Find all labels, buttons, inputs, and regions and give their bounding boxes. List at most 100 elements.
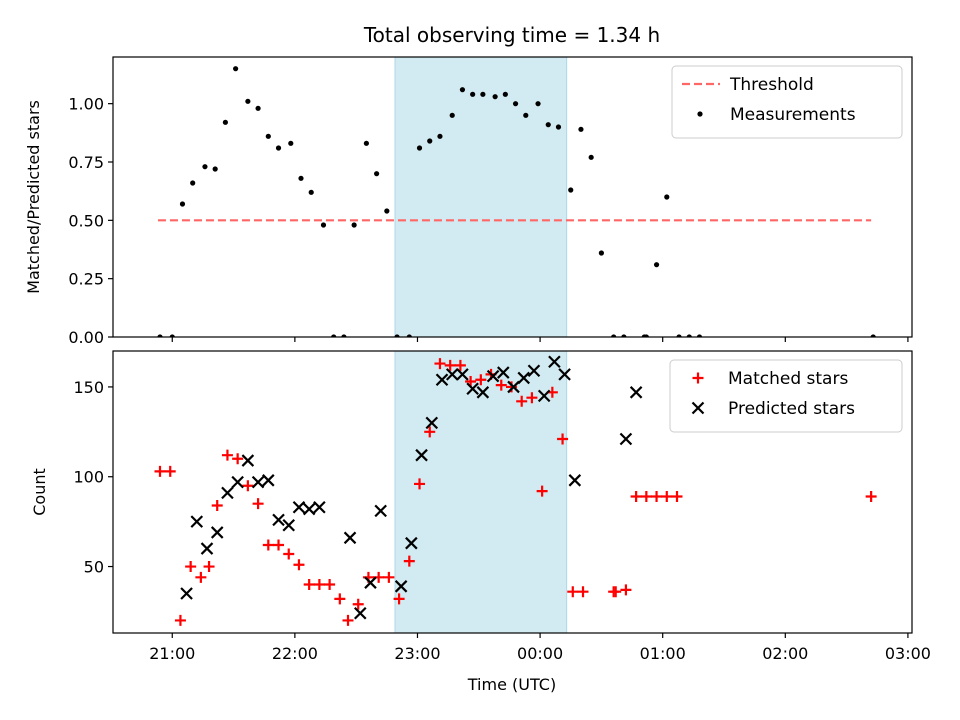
data-point [578,126,584,132]
data-point [185,561,197,573]
data-point [537,389,551,403]
data-point [275,145,282,151]
data-point [272,513,285,527]
legend-label: Measurements [730,105,856,125]
data-point [507,380,520,394]
legend-box [671,65,903,139]
data-point [567,586,579,598]
data-point [164,465,176,477]
series-measurements [157,66,876,337]
x-tick-label: 01:00 [640,644,686,663]
data-point [456,368,469,381]
ratio-panel: 0.00 0.25 0.50 0.75 1.00 Matched/Predicted st… [24,56,913,347]
data-point [557,433,569,445]
data-point [505,381,517,393]
data-point [425,416,439,430]
data-point [454,359,466,371]
y-tick-label: 0.00 [68,328,104,347]
chart-title: Total observing time = 1.34 h [363,23,660,47]
data-point [449,112,455,118]
axes-frame-1 [112,350,913,634]
data-point [629,386,643,399]
axes-frame-0 [112,56,913,338]
data-point [621,334,627,337]
data-point [221,449,233,461]
data-point [154,465,166,477]
data-point [394,334,400,337]
data-point [651,490,663,502]
data-point [640,490,652,502]
data-point [523,112,529,118]
data-point [495,379,507,391]
data-point [252,498,264,510]
data-point [444,359,456,371]
y-axis-label: Matched/Predicted stars [24,100,43,294]
data-point [424,426,436,438]
data-point [435,373,449,387]
data-point [352,598,364,610]
plot-area-1 [154,355,877,626]
count-panel: 50 100 150 21:00 22:00 23:00 00:00 01:00 02:00 03… [30,350,931,663]
data-point [516,395,528,407]
data-point [405,536,418,550]
y-axis-label: Count [30,468,49,516]
data-point [180,587,193,600]
y-tick-label: 0.75 [68,153,104,172]
x-tick-label: 00:00 [517,644,563,663]
data-point [620,584,632,596]
data-point [459,87,466,93]
data-point [643,334,649,337]
data-point [251,475,265,489]
data-point [403,555,415,567]
legend-1: Matched stars Predicted stars [669,359,903,433]
data-point [535,101,541,107]
data-point [653,262,660,268]
data-point [676,334,682,337]
x-tick-label: 23:00 [394,644,440,663]
data-point [383,571,395,583]
data-point [394,580,408,593]
data-point [308,189,314,195]
data-point [588,154,594,160]
data-point [577,586,589,598]
data-point [870,334,876,337]
data-point [416,145,423,151]
data-point [548,355,561,369]
data-point [190,180,196,186]
data-point [203,561,215,573]
data-point [598,250,604,256]
data-point [179,201,186,207]
data-point [555,124,562,130]
observing-span-0 [394,56,568,338]
legend-label: Threshold [729,75,814,95]
data-point [414,478,426,490]
y-tick-label: 50 [84,558,104,577]
data-point [374,504,387,518]
data-point [374,171,380,177]
data-point [545,122,551,128]
data-point [353,606,367,620]
data-point [331,334,337,337]
data-point [283,548,295,560]
data-point [470,91,476,97]
data-point [865,490,877,502]
data-point [273,539,285,551]
data-point [558,368,571,381]
data-point [342,614,354,626]
data-point [202,164,208,170]
x-tick-label: 22:00 [272,644,318,663]
data-point [255,105,261,111]
data-point [502,91,508,97]
data-point [262,474,275,487]
data-point [664,194,670,200]
y-tick-label: 0.50 [68,211,104,230]
data-point [475,374,487,386]
data-point [527,364,541,378]
data-point [512,101,519,107]
data-point [393,593,405,605]
data-point [211,499,223,511]
data-point [363,140,369,146]
data-point [241,454,255,467]
data-point [303,579,315,591]
data-point [497,366,510,379]
